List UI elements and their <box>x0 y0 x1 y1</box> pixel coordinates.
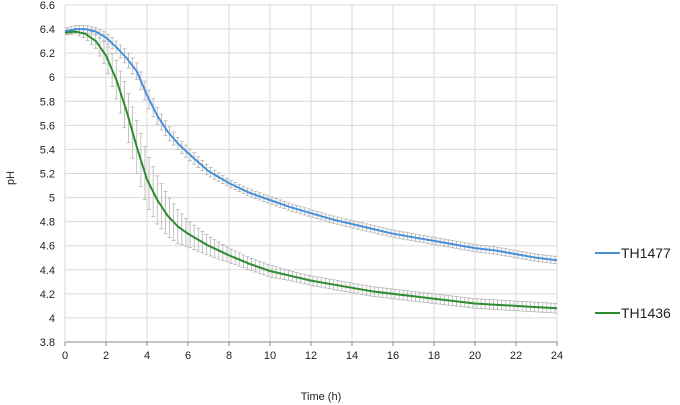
x-tick-label: 22 <box>510 350 522 362</box>
x-tick-label: 4 <box>144 350 150 362</box>
y-tick-label: 4.6 <box>40 241 55 253</box>
x-tick-label: 24 <box>551 350 563 362</box>
x-axis-ticks: 0 2 4 6 8 10 12 14 16 18 20 22 24 <box>62 342 563 362</box>
y-tick-label: 5.8 <box>40 96 55 108</box>
x-tick-label: 16 <box>387 350 399 362</box>
grid-lines <box>64 4 558 343</box>
x-tick-label: 8 <box>226 350 232 362</box>
y-tick-label: 6.6 <box>40 0 55 12</box>
y-axis-title: pH <box>5 171 17 185</box>
y-tick-label: 5.4 <box>40 144 55 156</box>
y-tick-label: 5.6 <box>40 120 55 132</box>
x-tick-label: 2 <box>103 350 109 362</box>
y-tick-label: 4.4 <box>40 265 55 277</box>
x-tick-label: 6 <box>185 350 191 362</box>
y-axis-ticks: 3.8 4 4.2 4.4 4.6 4.8 5 5.2 5.4 5.6 5.8 6 6.2 6.4 6.6 <box>40 0 55 349</box>
y-tick-label: 6.4 <box>40 24 55 36</box>
x-axis-title: Time (h) <box>301 391 342 403</box>
y-tick-label: 3.8 <box>40 337 55 349</box>
x-tick-label: 0 <box>62 350 68 362</box>
legend: TH1477 TH1436 <box>595 245 671 321</box>
x-tick-label: 10 <box>264 350 276 362</box>
x-tick-label: 20 <box>469 350 481 362</box>
series-line-th1477 <box>64 28 558 262</box>
legend-label: TH1477 <box>621 245 671 261</box>
x-tick-label: 14 <box>346 350 358 362</box>
y-tick-label: 4 <box>49 313 55 325</box>
y-tick-label: 4.8 <box>40 217 55 229</box>
legend-label: TH1436 <box>621 305 671 321</box>
x-tick-label: 18 <box>428 350 440 362</box>
y-tick-label: 6 <box>49 72 55 84</box>
y-tick-label: 5 <box>49 193 55 205</box>
y-tick-label: 4.2 <box>40 289 55 301</box>
series-line-th1436 <box>64 30 558 310</box>
series-lines <box>64 28 558 310</box>
y-tick-label: 5.2 <box>40 169 55 181</box>
error-bars <box>65 25 557 314</box>
y-tick-label: 6.2 <box>40 48 55 60</box>
x-tick-label: 12 <box>305 350 317 362</box>
